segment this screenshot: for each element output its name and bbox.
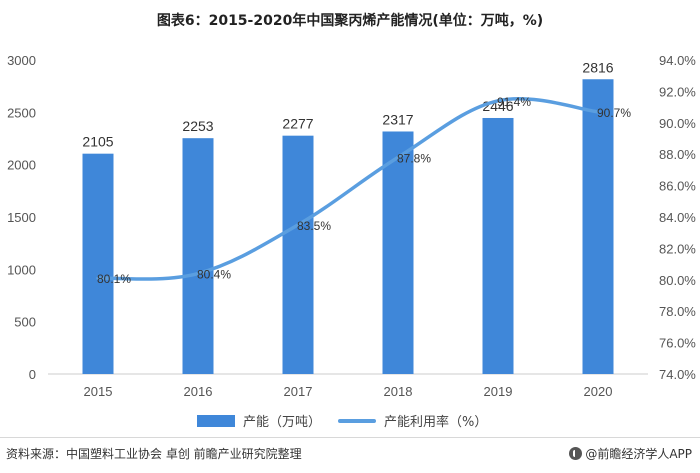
bar <box>282 135 314 374</box>
y-left-axis: 0 500 1000 1500 2000 2500 3000 <box>7 53 36 382</box>
y-right-tick-label: 82.0% <box>659 241 696 256</box>
bar <box>582 79 614 374</box>
bar-data-label: 2105 <box>82 134 113 150</box>
y-right-tick-label: 94.0% <box>659 53 696 68</box>
legend-item-utilization: 产能利用率（%） <box>338 411 487 430</box>
bar <box>482 117 514 374</box>
y-right-tick-label: 86.0% <box>659 179 696 194</box>
line-data-label: 91.4% <box>497 95 531 109</box>
y-left-tick-label: 1000 <box>7 262 36 277</box>
y-right-tick-label: 84.0% <box>659 210 696 225</box>
legend-line-swatch <box>338 418 376 423</box>
y-left-tick-label: 3000 <box>7 53 36 68</box>
y-right-axis: 74.0% 76.0% 78.0% 80.0% 82.0% 84.0% 86.0% 88.0%… <box>659 53 696 382</box>
brand: @前瞻经济学人APP <box>569 445 692 462</box>
y-left-tick-label: 2000 <box>7 158 36 173</box>
y-right-tick-label: 74.0% <box>659 367 696 382</box>
line-data-label: 87.8% <box>397 151 431 165</box>
bar-data-label: 2277 <box>282 116 313 132</box>
line-series <box>96 96 600 281</box>
y-right-tick-label: 80.0% <box>659 273 696 288</box>
line-data-label: 80.4% <box>197 268 231 282</box>
x-tick-label: 2017 <box>284 384 313 399</box>
legend: 产能（万吨） 产能利用率（%） <box>0 411 700 431</box>
combo-chart: 0 500 1000 1500 2000 2500 3000 74.0% 76.0% 78.0%… <box>7 53 696 399</box>
x-tick-label: 2020 <box>584 384 613 399</box>
line-data-labels: 80.1% 80.4% 83.5% 87.8% 91.4% 90.7% <box>97 95 631 286</box>
legend-label-capacity: 产能（万吨） <box>243 415 322 430</box>
chart-title: 图表6：2015-2020年中国聚丙烯产能情况(单位：万吨，%) <box>156 13 544 29</box>
bar <box>82 153 114 374</box>
legend-bar-swatch <box>197 414 235 427</box>
y-left-tick-label: 500 <box>14 315 36 330</box>
y-right-tick-label: 76.0% <box>659 336 696 351</box>
bar <box>382 131 414 374</box>
y-right-tick-label: 78.0% <box>659 304 696 319</box>
x-tick-label: 2015 <box>84 384 113 399</box>
legend-label-utilization: 产能利用率（%） <box>384 415 488 430</box>
bar <box>182 138 214 374</box>
y-left-tick-label: 1500 <box>7 210 36 225</box>
bar-data-label: 2816 <box>582 59 613 75</box>
x-tick-label: 2016 <box>184 384 213 399</box>
line-data-label: 90.7% <box>597 106 631 120</box>
line-data-label: 83.5% <box>297 219 331 233</box>
bar-data-label: 2317 <box>382 111 413 127</box>
brand-text: @前瞻经济学人APP <box>585 447 692 461</box>
legend-item-capacity: 产能（万吨） <box>197 411 321 430</box>
bar-series <box>82 79 614 374</box>
brand-logo-icon <box>569 447 583 460</box>
bar-data-label: 2253 <box>182 118 213 134</box>
y-right-tick-label: 88.0% <box>659 147 696 162</box>
x-axis: 2015 2016 2017 2018 2019 2020 <box>48 373 648 399</box>
x-tick-label: 2019 <box>484 384 513 399</box>
y-right-tick-label: 90.0% <box>659 116 696 131</box>
x-tick-label: 2018 <box>384 384 413 399</box>
y-left-tick-label: 2500 <box>7 105 36 120</box>
source-text: 资料来源：中国塑料工业协会 卓创 前瞻产业研究院整理 <box>6 447 302 461</box>
line-path <box>96 96 600 281</box>
footer: 资料来源：中国塑料工业协会 卓创 前瞻产业研究院整理 @前瞻经济学人APP <box>0 437 700 473</box>
y-right-tick-label: 92.0% <box>659 84 696 99</box>
line-data-label: 80.1% <box>97 272 131 286</box>
y-left-tick-label: 0 <box>29 367 36 382</box>
